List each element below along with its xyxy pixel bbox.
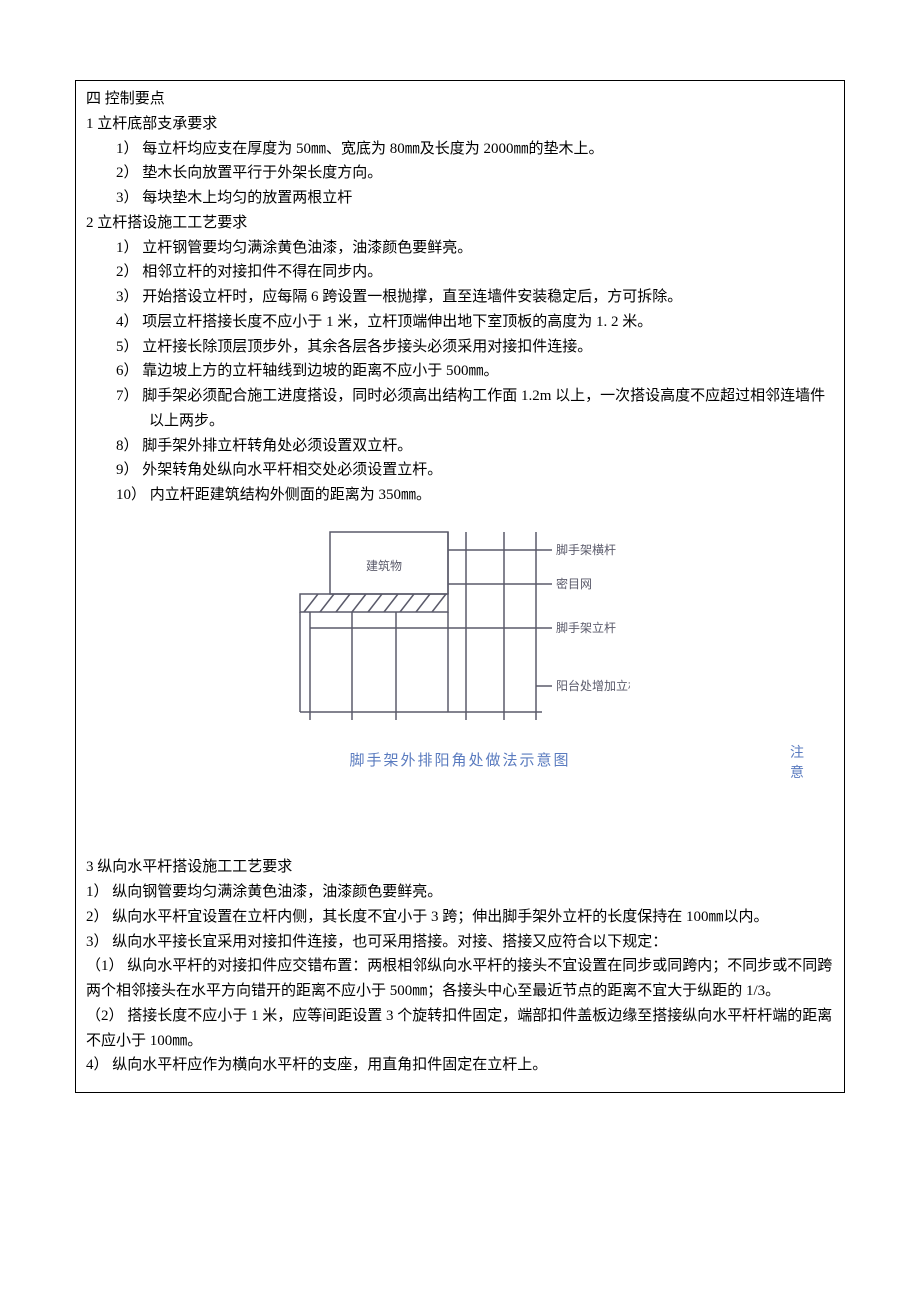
- label-add: 阳台处增加立杆: [556, 678, 630, 693]
- label-net: 密目网: [556, 576, 592, 591]
- s2-item-5: 5） 立杆接长除顶层顶步外，其余各层各步接头必须采用对接扣件连接。: [116, 335, 834, 360]
- s2-item-4: 4） 项层立杆搭接长度不应小于 1 米，立杆顶端伸出地下室顶板的高度为 1. 2…: [116, 310, 834, 335]
- s3-item-3: 3） 纵向水平接长宜采用对接扣件连接，也可采用搭接。对接、搭接又应符合以下规定：: [86, 930, 834, 955]
- s1-item-2: 2） 垫木长向放置平行于外架长度方向。: [116, 161, 834, 186]
- s2-item-2: 2） 相邻立杆的对接扣件不得在同步内。: [116, 260, 834, 285]
- s1-item-3: 3） 每块垫木上均匀的放置两根立杆: [116, 186, 834, 211]
- s3-item-2: 2） 纵向水平杆宜设置在立杆内侧，其长度不宜小于 3 跨；伸出脚手架外立杆的长度…: [86, 905, 834, 930]
- s3-item-3-1: （1） 纵向水平杆的对接扣件应交错布置：两根相邻纵向水平杆的接头不宜设置在同步或…: [86, 954, 834, 1004]
- diagram-side-note: 注 意: [790, 744, 804, 783]
- document-frame: 四 控制要点 1 立杆底部支承要求 1） 每立杆均应支在厚度为 50㎜、宽底为 …: [75, 80, 845, 1093]
- scaffold-svg: 建筑物 脚手架横杆 密目网 脚手架立杆 阳台处增加立杆: [290, 522, 630, 732]
- label-building: 建筑物: [366, 558, 402, 573]
- spacer: [86, 783, 834, 855]
- s2-item-1: 1） 立杆钢管要均匀满涂黄色油漆，油漆颜色要鲜亮。: [116, 236, 834, 261]
- section-3-title: 3 纵向水平杆搭设施工工艺要求: [86, 855, 834, 880]
- heading-4: 四 控制要点: [86, 87, 834, 112]
- side-note-1: 注: [790, 746, 804, 761]
- s2-item-3: 3） 开始搭设立杆时，应每隔 6 跨设置一根抛撑，直至连墙件安装稳定后，方可拆除…: [116, 285, 834, 310]
- side-note-2: 意: [790, 766, 804, 781]
- s2-item-10: 10） 内立杆距建筑结构外侧面的距离为 350㎜。: [116, 483, 834, 508]
- s2-item-8: 8） 脚手架外排立杆转角处必须设置双立杆。: [116, 434, 834, 459]
- section-2-title: 2 立杆搭设施工工艺要求: [86, 211, 834, 236]
- s2-item-7: 7） 脚手架必须配合施工进度搭设，同时必须高出结构工作面 1.2m 以上，一次搭…: [86, 384, 834, 434]
- s2-item-6: 6） 靠边坡上方的立杆轴线到边坡的距离不应小于 500㎜。: [116, 359, 834, 384]
- label-post: 脚手架立杆: [556, 620, 616, 635]
- scaffold-diagram: 建筑物 脚手架横杆 密目网 脚手架立杆 阳台处增加立杆 脚手架外排阳角处做法示意…: [86, 522, 834, 774]
- s1-item-1: 1） 每立杆均应支在厚度为 50㎜、宽底为 80㎜及长度为 2000㎜的垫木上。: [116, 137, 834, 162]
- s2-item-9: 9） 外架转角处纵向水平杆相交处必须设置立杆。: [116, 458, 834, 483]
- section-1-title: 1 立杆底部支承要求: [86, 112, 834, 137]
- s3-item-4: 4） 纵向水平杆应作为横向水平杆的支座，用直角扣件固定在立杆上。: [86, 1053, 834, 1078]
- diagram-caption: 脚手架外排阳角处做法示意图: [86, 749, 834, 774]
- label-cross: 脚手架横杆: [556, 542, 616, 557]
- s3-item-1: 1） 纵向钢管要均匀满涂黄色油漆，油漆颜色要鲜亮。: [86, 880, 834, 905]
- s3-item-3-2: （2） 搭接长度不应小于 1 米，应等间距设置 3 个旋转扣件固定，端部扣件盖板…: [86, 1004, 834, 1054]
